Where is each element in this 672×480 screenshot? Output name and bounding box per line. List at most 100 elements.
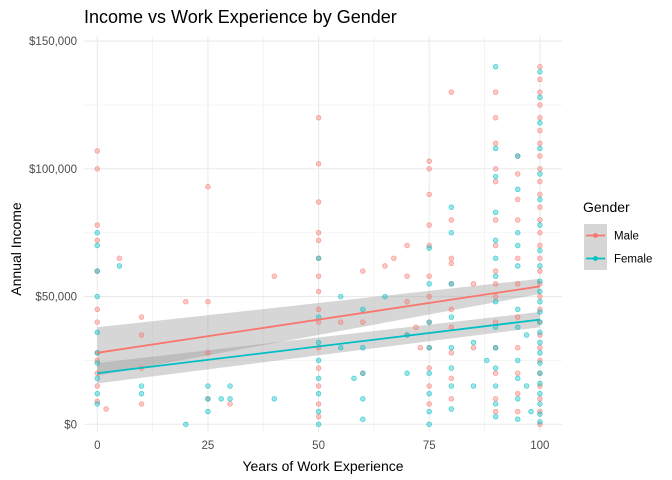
data-point-female [537, 263, 543, 269]
data-point-female [492, 401, 499, 407]
data-point-male [183, 299, 189, 305]
data-point-female [515, 396, 521, 402]
data-point-female [492, 145, 499, 152]
legend-keys: Male Female [584, 224, 652, 270]
data-point-male [492, 166, 499, 172]
data-point-male [537, 230, 543, 236]
data-point-male [417, 344, 424, 351]
legend-label: Female [614, 254, 652, 266]
data-point-male [391, 255, 397, 261]
data-point-male [315, 383, 322, 389]
data-point-female [492, 255, 499, 261]
x-axis-ticks: 0 25 50 75 100 [94, 440, 549, 452]
data-point-male [492, 268, 499, 274]
data-point-male [537, 127, 543, 134]
data-point-female [523, 383, 530, 389]
data-point-female [515, 324, 521, 330]
data-point-female [492, 344, 499, 351]
data-point-male [94, 383, 100, 389]
data-point-female [338, 344, 344, 351]
data-point-female [315, 390, 322, 397]
y-tick-label: $100,000 [29, 164, 77, 176]
data-point-female [492, 209, 499, 215]
data-point-female [351, 375, 357, 382]
data-point-male [537, 191, 543, 198]
data-point-female [315, 408, 322, 415]
data-point-male [537, 242, 543, 249]
data-point-male [360, 268, 366, 274]
data-point-male [382, 263, 388, 269]
data-point-male [448, 89, 455, 95]
data-point-female [537, 222, 543, 228]
data-point-female [271, 396, 278, 402]
trend-line-female [97, 318, 540, 375]
data-points [94, 63, 543, 428]
data-point-female [537, 247, 543, 254]
data-point-male [426, 191, 432, 198]
legend-key-point [593, 256, 598, 261]
data-point-male [413, 324, 419, 330]
data-point-female [94, 242, 100, 249]
data-point-male [448, 396, 455, 402]
data-point-female [315, 421, 322, 428]
data-point-male [492, 115, 499, 121]
data-point-female [492, 383, 499, 389]
data-point-female [492, 237, 499, 244]
data-point-female [448, 383, 455, 389]
data-point-female [448, 204, 455, 210]
data-point-male [537, 76, 543, 83]
data-point-female [426, 421, 432, 428]
data-point-female [492, 173, 499, 180]
y-tick-label: $50,000 [35, 292, 77, 304]
data-point-male [94, 319, 100, 325]
data-point-male [138, 401, 145, 407]
data-point-male [138, 314, 145, 320]
data-point-female [470, 339, 477, 346]
data-point-male [315, 161, 322, 167]
data-point-male [448, 375, 455, 382]
trend-line-male [97, 285, 541, 354]
data-point-male [492, 370, 499, 376]
data-point-male [537, 89, 543, 95]
data-point-male [537, 178, 543, 185]
data-point-female [448, 365, 455, 371]
data-point-female [94, 401, 100, 407]
data-point-male [492, 89, 499, 95]
data-point-male [315, 306, 322, 313]
data-point-male [426, 401, 432, 407]
legend-item-female: Female [584, 247, 652, 270]
data-point-female [426, 344, 432, 351]
data-point-male [227, 401, 233, 407]
data-point-female [537, 120, 543, 126]
data-point-male [426, 158, 432, 164]
data-point-female [205, 383, 211, 389]
data-point-male [537, 153, 543, 159]
data-point-female [360, 344, 366, 351]
data-point-female [492, 365, 499, 371]
x-tick-label: 0 [94, 440, 100, 452]
data-point-female [205, 396, 211, 402]
data-point-male [116, 255, 123, 261]
confidence-band-female [97, 311, 540, 384]
data-point-female [515, 230, 521, 236]
data-point-male [470, 281, 477, 287]
data-point-female [515, 306, 521, 313]
data-point-male [515, 370, 521, 376]
data-point-female [315, 357, 322, 364]
data-point-female [183, 421, 189, 428]
data-point-male [537, 268, 543, 274]
data-point-male [515, 390, 521, 397]
data-point-male [515, 408, 521, 415]
data-point-female [537, 299, 543, 305]
data-point-female [537, 339, 543, 346]
data-point-female [94, 329, 100, 336]
data-point-female [94, 390, 100, 397]
data-point-female [94, 293, 100, 300]
x-tick-label: 75 [423, 440, 436, 452]
data-point-female [94, 360, 100, 366]
data-point-female [426, 319, 432, 325]
data-point-female [537, 69, 543, 75]
data-point-male [492, 396, 499, 402]
